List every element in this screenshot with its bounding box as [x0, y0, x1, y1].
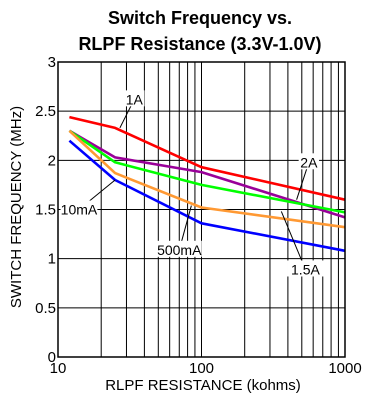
chart-title-line1: Switch Frequency vs. — [108, 8, 292, 28]
annotation-label: 500mA — [157, 242, 202, 258]
y-tick-label: 1 — [48, 251, 56, 268]
x-axis-label: RLPF RESISTANCE (kohms) — [105, 377, 301, 394]
annotation-label-bg — [298, 153, 320, 170]
y-axis-label: SWITCH FREQUENCY (MHz) — [8, 106, 25, 308]
annotation-label: 1A — [126, 91, 144, 107]
y-tick-label: 2.5 — [35, 103, 56, 120]
x-tick-label: 10 — [50, 360, 67, 377]
x-tick-label: 1000 — [328, 360, 361, 377]
y-tick-label: 0 — [48, 349, 56, 366]
series-line-500ma — [68, 129, 346, 229]
y-tick-labels: 0 0.5 1 1.5 2 2.5 3 — [35, 54, 56, 366]
annotation-arrow-icon — [188, 202, 195, 209]
annotation-label-bg — [60, 200, 98, 217]
y-tick-label: 1.5 — [35, 202, 56, 219]
x-tick-labels: 10 100 1000 — [50, 360, 362, 377]
annotation-arrow-icon — [112, 177, 119, 183]
series-line-1a — [69, 115, 346, 201]
annotation-arrow-icon — [116, 124, 123, 131]
series-line-10ma — [68, 129, 346, 214]
annotation-label-bg — [156, 240, 202, 257]
annotation-label: 10mA — [61, 202, 98, 218]
annotation-label: 2A — [300, 154, 318, 170]
annotation-arrow-icon — [278, 208, 285, 215]
annotations: 1A 2A 10mA 500mA 1.5A — [60, 90, 324, 277]
x-tick-label: 100 — [189, 360, 214, 377]
y-tick-label: 3 — [48, 54, 56, 71]
annotation-label-bg — [124, 90, 145, 107]
plot-frame — [57, 61, 346, 358]
annotation-label-bg — [287, 260, 324, 277]
grid — [58, 62, 345, 357]
chart-title-line2: RLPF Resistance (3.3V-1.0V) — [78, 34, 321, 54]
annotation-arrow-icon — [293, 196, 300, 203]
series-line-2a — [68, 129, 346, 219]
y-tick-label: 0.5 — [35, 300, 56, 317]
annotation-label: 1.5A — [291, 261, 320, 277]
plot-lines — [68, 115, 346, 253]
y-tick-label: 2 — [48, 152, 56, 169]
series-line-15a — [68, 139, 346, 253]
annotation-leader — [280, 211, 306, 270]
